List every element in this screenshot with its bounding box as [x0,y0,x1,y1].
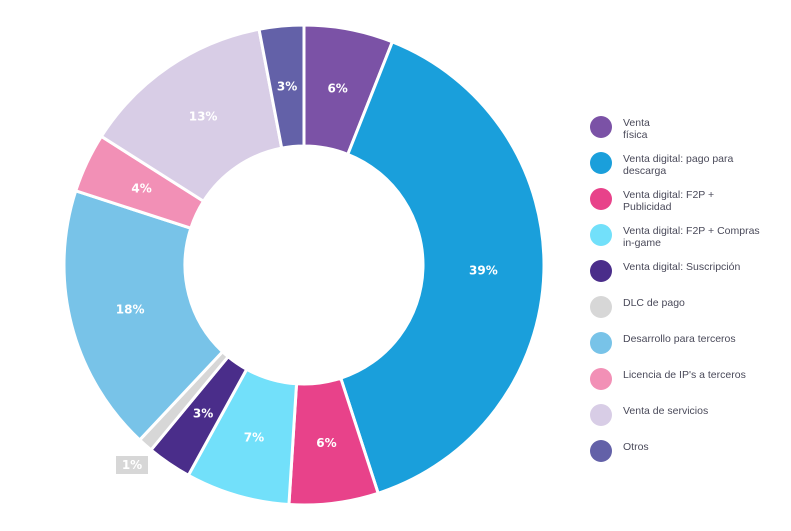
slice-8 [99,27,284,204]
slice-label-7: 4% [131,182,151,196]
legend-label: Venta digital: pago para descarga [623,153,734,177]
legend-item: Venta de servicios [590,401,790,437]
legend-swatch [590,116,612,138]
slice-6 [62,188,225,443]
slice-label-bg-5 [116,456,148,474]
legend-label: Otros [623,441,649,453]
legend-item: Venta digital: F2P + Publicidad [590,185,790,221]
legend-label: Venta física [623,117,650,141]
legend-label: Desarrollo para terceros [623,333,736,345]
legend-swatch [590,188,612,210]
legend-swatch [590,332,612,354]
legend-swatch [590,440,612,462]
legend-swatch [590,224,612,246]
legend-swatch [590,152,612,174]
slice-9 [257,23,306,150]
legend-label: Venta digital: F2P + Compras in-game [623,225,760,249]
slice-label-1: 39% [469,264,498,278]
legend-swatch [590,296,612,318]
legend-swatch [590,404,612,426]
legend-label: DLC de pago [623,297,685,309]
legend: Venta física Venta digital: pago para des… [590,113,790,473]
legend-label: Venta digital: F2P + Publicidad [623,189,715,213]
slice-label-9: 3% [277,79,297,93]
slice-label-8: 13% [189,110,218,124]
slice-label-3: 7% [244,430,264,444]
legend-item: Venta digital: F2P + Compras in-game [590,221,790,257]
legend-item: Desarrollo para terceros [590,329,790,365]
slice-label-0: 6% [327,82,347,96]
slice-label-5: 1% [122,458,142,472]
slice-label-4: 3% [193,406,213,420]
slice-label-2: 6% [316,436,336,450]
slice-1 [338,39,546,496]
legend-item: Licencia de IP's a terceros [590,365,790,401]
legend-swatch [590,368,612,390]
legend-label: Venta digital: Suscripción [623,261,741,273]
legend-label: Licencia de IP's a terceros [623,369,746,381]
legend-item: Venta digital: Suscripción [590,257,790,293]
legend-label: Venta de servicios [623,405,709,417]
slice-label-6: 18% [116,303,145,317]
legend-item: Venta física [590,113,790,149]
legend-item: Otros [590,437,790,473]
legend-item: Venta digital: pago para descarga [590,149,790,185]
legend-swatch [590,260,612,282]
legend-item: DLC de pago [590,293,790,329]
